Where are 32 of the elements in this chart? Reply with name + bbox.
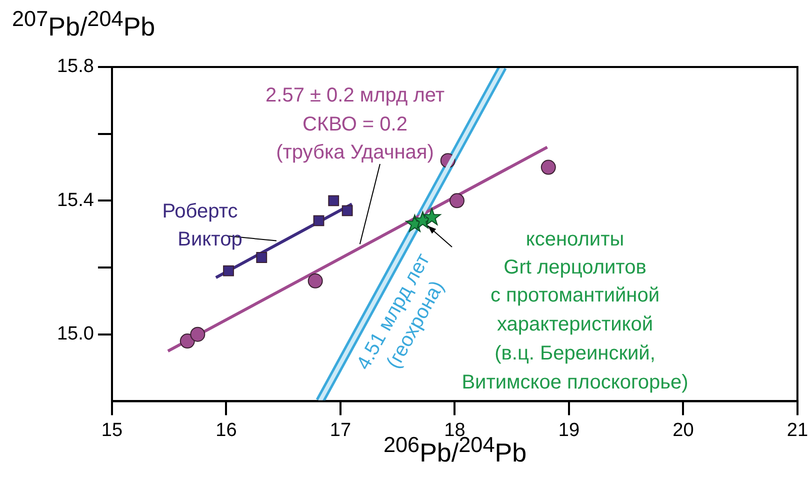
y-tick-label: 15.8 (56, 56, 94, 78)
annotation: характеристикой (496, 314, 654, 336)
annotation: ксенолиты (526, 228, 624, 251)
annotation: Витимское плоскогорье) (462, 372, 688, 394)
x-tick-label: 17 (330, 420, 352, 441)
annotation: Grt лерцолитов (504, 256, 646, 279)
x-tick-label: 19 (558, 420, 580, 441)
x-tick-label: 21 (786, 420, 808, 441)
annotation: Робертс (162, 200, 238, 223)
point (313, 215, 324, 226)
point (328, 195, 340, 206)
point (180, 334, 195, 349)
annotation: Виктор (178, 228, 242, 251)
y-axis-title: $^{207}$Pb/$^{204}$Pb (12, 6, 156, 43)
annotation: с протомантийной (490, 284, 660, 307)
point (223, 265, 234, 276)
point (540, 160, 556, 175)
annotation: (в.ц. Береинский, (494, 342, 656, 365)
point (308, 273, 323, 288)
annotation: СКВО = 0.2 (302, 114, 408, 136)
y-tick-label: 15.0 (56, 324, 94, 345)
point (422, 208, 441, 226)
annotation: (трубка Удачная) (276, 142, 434, 164)
annotation: 2.57 ± 0.2 млрд лет (266, 84, 444, 107)
y-tick-label: 15.4 (56, 190, 94, 211)
point (256, 252, 268, 263)
x-tick-label: 15 (101, 420, 123, 441)
x-tick-label: 20 (672, 420, 694, 441)
point (449, 193, 464, 208)
x-tick-label: 16 (216, 420, 237, 441)
point (342, 205, 353, 216)
point (190, 326, 206, 342)
